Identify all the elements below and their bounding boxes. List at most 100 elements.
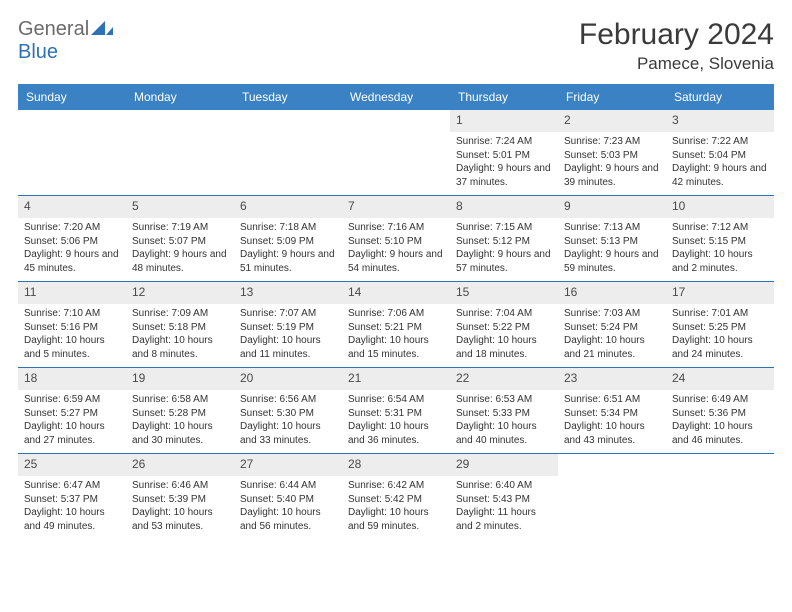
daylight-text: Daylight: 9 hours and 42 minutes. <box>672 162 768 189</box>
day-info: Sunrise: 7:19 AMSunset: 5:07 PMDaylight:… <box>132 221 228 275</box>
sunset-text: Sunset: 5:15 PM <box>672 235 768 249</box>
sunrise-text: Sunrise: 6:59 AM <box>24 393 120 407</box>
sunset-text: Sunset: 5:31 PM <box>348 407 444 421</box>
sunrise-text: Sunrise: 7:23 AM <box>564 135 660 149</box>
daylight-text: Daylight: 10 hours and 49 minutes. <box>24 506 120 533</box>
sunrise-text: Sunrise: 7:15 AM <box>456 221 552 235</box>
daylight-text: Daylight: 9 hours and 59 minutes. <box>564 248 660 275</box>
month-title: February 2024 <box>579 18 774 52</box>
calendar-cell <box>18 110 126 195</box>
calendar-cell: 28Sunrise: 6:42 AMSunset: 5:42 PMDayligh… <box>342 454 450 539</box>
calendar-cell <box>558 454 666 539</box>
sunset-text: Sunset: 5:27 PM <box>24 407 120 421</box>
calendar-cell: 22 Sunrise: 6:53 AMSunset: 5:33 PMDayligh… <box>450 368 558 453</box>
title-block: February 2024 Pamece, Slovenia <box>579 18 774 74</box>
calendar-cell: 2Sunrise: 7:23 AMSunset: 5:03 PMDaylight… <box>558 110 666 195</box>
calendar-cell: 12Sunrise: 7:09 AMSunset: 5:18 PMDayligh… <box>126 282 234 367</box>
calendar-cell: 5 Sunrise: 7:19 AMSunset: 5:07 PMDaylight… <box>126 196 234 281</box>
calendar-cell: 9Sunrise: 7:13 AMSunset: 5:13 PMDaylight… <box>558 196 666 281</box>
day-info: Sunrise: 6:42 AMSunset: 5:42 PMDaylight:… <box>348 479 444 533</box>
day-number: 11 <box>24 285 120 299</box>
calendar-cell: 21Sunrise: 6:54 AMSunset: 5:31 PMDayligh… <box>342 368 450 453</box>
calendar-cell: 8Sunrise: 7:15 AMSunset: 5:12 PMDaylight… <box>450 196 558 281</box>
calendar-cell: 18Sunrise: 6:59 AMSunset: 5:27 PMDayligh… <box>18 368 126 453</box>
day-number: 23 <box>564 371 660 385</box>
daylight-text: Daylight: 10 hours and 5 minutes. <box>24 334 120 361</box>
day-number: 26 <box>132 457 228 471</box>
daylight-text: Daylight: 9 hours and 37 minutes. <box>456 162 552 189</box>
sunset-text: Sunset: 5:42 PM <box>348 493 444 507</box>
day-info: Sunrise: 6:53 AMSunset: 5:33 PMDaylight:… <box>456 393 552 447</box>
daylight-text: Daylight: 9 hours and 57 minutes. <box>456 248 552 275</box>
calendar-cell: 24Sunrise: 6:49 AMSunset: 5:36 PMDayligh… <box>666 368 774 453</box>
week-row: 1 Sunrise: 7:24 AMSunset: 5:01 PMDaylight… <box>18 110 774 195</box>
day-number: 6 <box>240 199 336 213</box>
sunrise-text: Sunrise: 6:58 AM <box>132 393 228 407</box>
sunset-text: Sunset: 5:07 PM <box>132 235 228 249</box>
day-number: 10 <box>672 199 768 213</box>
sunrise-text: Sunrise: 7:12 AM <box>672 221 768 235</box>
calendar-cell: 1 Sunrise: 7:24 AMSunset: 5:01 PMDaylight… <box>450 110 558 195</box>
sunrise-text: Sunrise: 7:19 AM <box>132 221 228 235</box>
week-row: 11 Sunrise: 7:10 AMSunset: 5:16 PMDayligh… <box>18 281 774 367</box>
sunset-text: Sunset: 5:10 PM <box>348 235 444 249</box>
day-info: Sunrise: 6:47 AMSunset: 5:37 PMDaylight:… <box>24 479 120 533</box>
daylight-text: Daylight: 10 hours and 27 minutes. <box>24 420 120 447</box>
sunset-text: Sunset: 5:30 PM <box>240 407 336 421</box>
sunrise-text: Sunrise: 6:44 AM <box>240 479 336 493</box>
daylight-text: Daylight: 10 hours and 46 minutes. <box>672 420 768 447</box>
sunrise-text: Sunrise: 7:03 AM <box>564 307 660 321</box>
day-header-wed: Wednesday <box>342 84 450 110</box>
day-info: Sunrise: 7:10 AMSunset: 5:16 PMDaylight:… <box>24 307 120 361</box>
sunset-text: Sunset: 5:40 PM <box>240 493 336 507</box>
header: General Blue February 2024 Pamece, Slove… <box>18 18 774 74</box>
day-info: Sunrise: 7:16 AMSunset: 5:10 PMDaylight:… <box>348 221 444 275</box>
week-row: 25 Sunrise: 6:47 AMSunset: 5:37 PMDayligh… <box>18 453 774 539</box>
day-number: 2 <box>564 113 660 127</box>
sunrise-text: Sunrise: 7:07 AM <box>240 307 336 321</box>
sunrise-text: Sunrise: 7:13 AM <box>564 221 660 235</box>
sunrise-text: Sunrise: 7:22 AM <box>672 135 768 149</box>
day-number: 5 <box>132 199 228 213</box>
sunset-text: Sunset: 5:25 PM <box>672 321 768 335</box>
day-info: Sunrise: 7:24 AMSunset: 5:01 PMDaylight:… <box>456 135 552 189</box>
day-number: 22 <box>456 371 552 385</box>
calendar-cell <box>126 110 234 195</box>
day-number: 12 <box>132 285 228 299</box>
sunset-text: Sunset: 5:36 PM <box>672 407 768 421</box>
sunset-text: Sunset: 5:12 PM <box>456 235 552 249</box>
day-header-fri: Friday <box>558 84 666 110</box>
sunrise-text: Sunrise: 6:49 AM <box>672 393 768 407</box>
sunset-text: Sunset: 5:28 PM <box>132 407 228 421</box>
daylight-text: Daylight: 10 hours and 15 minutes. <box>348 334 444 361</box>
day-info: Sunrise: 7:04 AMSunset: 5:22 PMDaylight:… <box>456 307 552 361</box>
sunrise-text: Sunrise: 7:18 AM <box>240 221 336 235</box>
day-number: 25 <box>24 457 120 471</box>
calendar-cell: 11 Sunrise: 7:10 AMSunset: 5:16 PMDayligh… <box>18 282 126 367</box>
day-info: Sunrise: 7:12 AMSunset: 5:15 PMDaylight:… <box>672 221 768 275</box>
day-info: Sunrise: 6:46 AMSunset: 5:39 PMDaylight:… <box>132 479 228 533</box>
calendar: Sunday Monday Tuesday Wednesday Thursday… <box>18 84 774 539</box>
day-info: Sunrise: 7:07 AMSunset: 5:19 PMDaylight:… <box>240 307 336 361</box>
day-number: 7 <box>348 199 444 213</box>
daylight-text: Daylight: 10 hours and 43 minutes. <box>564 420 660 447</box>
calendar-cell: 14Sunrise: 7:06 AMSunset: 5:21 PMDayligh… <box>342 282 450 367</box>
sunset-text: Sunset: 5:18 PM <box>132 321 228 335</box>
sunset-text: Sunset: 5:24 PM <box>564 321 660 335</box>
day-info: Sunrise: 7:20 AMSunset: 5:06 PMDaylight:… <box>24 221 120 275</box>
day-info: Sunrise: 6:49 AMSunset: 5:36 PMDaylight:… <box>672 393 768 447</box>
daylight-text: Daylight: 10 hours and 30 minutes. <box>132 420 228 447</box>
sunset-text: Sunset: 5:21 PM <box>348 321 444 335</box>
calendar-cell <box>342 110 450 195</box>
daylight-text: Daylight: 10 hours and 53 minutes. <box>132 506 228 533</box>
calendar-cell: 27Sunrise: 6:44 AMSunset: 5:40 PMDayligh… <box>234 454 342 539</box>
day-info: Sunrise: 7:15 AMSunset: 5:12 PMDaylight:… <box>456 221 552 275</box>
day-number: 1 <box>456 113 552 127</box>
sunset-text: Sunset: 5:22 PM <box>456 321 552 335</box>
day-info: Sunrise: 6:54 AMSunset: 5:31 PMDaylight:… <box>348 393 444 447</box>
calendar-cell: 15Sunrise: 7:04 AMSunset: 5:22 PMDayligh… <box>450 282 558 367</box>
calendar-cell: 13Sunrise: 7:07 AMSunset: 5:19 PMDayligh… <box>234 282 342 367</box>
calendar-cell: 3Sunrise: 7:22 AMSunset: 5:04 PMDaylight… <box>666 110 774 195</box>
sunset-text: Sunset: 5:34 PM <box>564 407 660 421</box>
calendar-cell: 10 Sunrise: 7:12 AMSunset: 5:15 PMDayligh… <box>666 196 774 281</box>
